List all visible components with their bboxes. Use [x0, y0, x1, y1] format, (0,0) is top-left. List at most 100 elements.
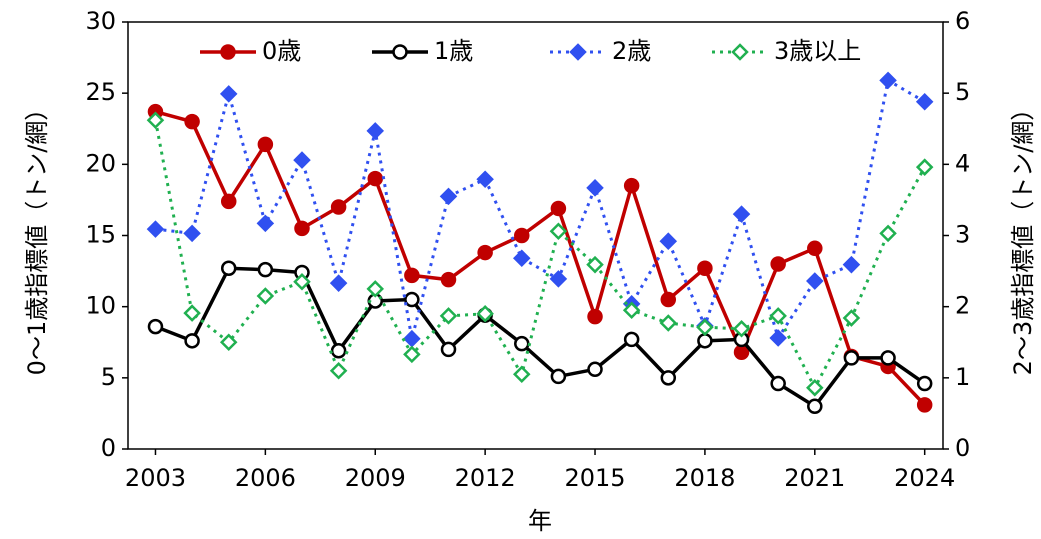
y-tick-label: 0 [101, 434, 116, 462]
point [769, 307, 787, 325]
point [879, 71, 897, 90]
point [586, 179, 604, 197]
point [330, 343, 347, 359]
point [184, 333, 200, 349]
x-tick-label: 2021 [784, 464, 845, 492]
point [184, 113, 200, 130]
point [916, 397, 933, 413]
point [147, 318, 164, 335]
point [477, 244, 493, 261]
y2-tick-label: 5 [955, 78, 970, 106]
point [329, 361, 348, 380]
point [770, 256, 786, 272]
point [403, 329, 421, 348]
point [659, 314, 678, 332]
legend-marker [392, 44, 408, 60]
point [549, 270, 568, 288]
point [587, 308, 603, 325]
series-line [155, 78, 926, 342]
point [220, 193, 237, 210]
point [550, 200, 567, 217]
y2-tick-label: 3 [955, 221, 970, 249]
point [294, 220, 310, 237]
point [476, 305, 494, 323]
point [330, 199, 347, 215]
x-tick-label: 2012 [455, 464, 516, 492]
y2-axis-label: 2〜3歳指標値（トン/網） [1009, 97, 1037, 376]
point [257, 261, 274, 278]
point [512, 365, 531, 384]
x-tick-label: 2009 [345, 464, 406, 492]
point [843, 350, 860, 366]
point [916, 375, 933, 392]
y-axis-label: 0〜1歳指標値（トン/網） [23, 97, 51, 376]
point [696, 318, 714, 337]
point [329, 274, 348, 292]
point [732, 319, 751, 338]
point [733, 344, 750, 360]
point [476, 170, 494, 189]
y2-tick-label: 2 [955, 292, 970, 320]
point [256, 287, 275, 305]
point [257, 136, 274, 153]
legend-label: 2歳 [612, 37, 651, 65]
point [403, 345, 421, 364]
point [659, 232, 678, 250]
series-line [153, 119, 926, 392]
y-tick-label: 15 [85, 221, 116, 249]
point [586, 255, 604, 274]
point [660, 370, 677, 386]
x-axis-label: 年 [528, 507, 552, 535]
point [439, 187, 458, 206]
point [842, 309, 861, 327]
y-tick-label: 30 [85, 7, 116, 35]
point [146, 220, 165, 238]
x-tick-label: 2018 [674, 464, 735, 492]
point [807, 240, 823, 257]
legend-label: 3歳以上 [774, 37, 861, 65]
x-tick-label: 2015 [564, 464, 625, 492]
point [293, 272, 311, 291]
point [514, 227, 530, 244]
point [880, 350, 896, 366]
point [806, 379, 824, 397]
point [146, 111, 165, 129]
point [769, 329, 787, 347]
point [807, 398, 823, 415]
plot-frame [127, 21, 944, 450]
point [512, 249, 531, 268]
point [366, 122, 385, 140]
point [514, 335, 530, 352]
point [550, 368, 567, 385]
legend-marker [220, 44, 236, 60]
legend-label: 0歳 [262, 37, 301, 65]
point [404, 291, 420, 308]
point [404, 267, 420, 284]
y-tick-label: 10 [85, 292, 116, 320]
point [732, 205, 751, 223]
y2-tick-label: 0 [955, 434, 970, 462]
point [697, 333, 713, 349]
point [440, 341, 457, 358]
series-line [154, 266, 926, 409]
point [623, 177, 640, 194]
y-tick-label: 20 [85, 149, 116, 177]
legend-marker [731, 43, 749, 61]
x-tick-label: 2003 [125, 464, 186, 492]
point [622, 301, 641, 319]
point [183, 224, 201, 243]
legend-marker [569, 43, 587, 61]
point [220, 260, 237, 276]
x-tick-label: 2024 [894, 464, 955, 492]
point [183, 304, 201, 322]
y-tick-label: 5 [101, 363, 116, 391]
point [806, 272, 824, 290]
point [256, 214, 275, 233]
point [660, 291, 677, 308]
point [587, 361, 603, 378]
point [549, 222, 568, 240]
point [879, 224, 897, 243]
y2-tick-label: 1 [955, 363, 970, 391]
y2-tick-label: 4 [955, 149, 970, 177]
